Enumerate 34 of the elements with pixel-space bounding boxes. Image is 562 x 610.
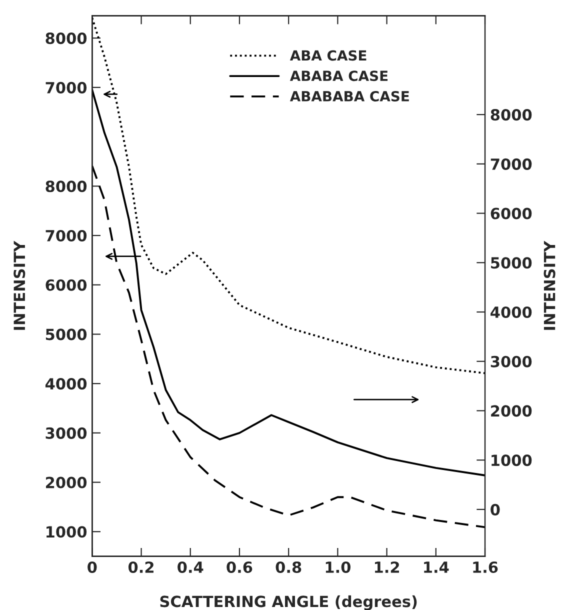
y-tick-label: 6000 <box>46 279 87 291</box>
x-tick-label: 1.6 <box>473 561 498 574</box>
y2-tick-label: 5000 <box>491 257 532 269</box>
y2-tick-label: 7000 <box>490 158 532 170</box>
y2-tick-label: 4000 <box>490 306 532 318</box>
y2-tick-label: 3000 <box>490 356 532 368</box>
y-tick-label: 7000 <box>46 230 87 242</box>
x-tick-label: 1.0 <box>326 561 350 574</box>
y2-axis-title: INTENSITY <box>544 240 556 330</box>
x-tick-label: 1.2 <box>374 561 399 573</box>
legend-label: ABABABA CASE <box>290 90 409 102</box>
x-tick-label: 0.6 <box>226 561 252 574</box>
y-tick-label: 5000 <box>46 328 87 340</box>
legend-label: ABABA CASE <box>290 70 388 82</box>
y-tick-label: 8000 <box>46 180 87 192</box>
y2-tick-label: 6000 <box>490 208 532 220</box>
legend-label: ABA CASE <box>290 50 366 61</box>
y-tick-label: 1000 <box>46 526 87 538</box>
x-tick-label: 0.4 <box>178 561 204 574</box>
x-axis-title: SCATTERING ANGLE (degrees) <box>160 595 417 610</box>
x-tick-label: 1.4 <box>424 562 449 573</box>
y-tick-label: 2000 <box>46 476 87 488</box>
x-tick-label: 0 <box>88 561 97 574</box>
x-tick-label: 0.8 <box>276 561 302 574</box>
y2-tick-label: 0 <box>490 504 500 516</box>
y2-tick-label: 8000 <box>490 109 532 121</box>
x-tick-label: 0.2 <box>128 561 154 574</box>
y-axis-title: INTENSITY <box>14 240 26 330</box>
y2-tick-label: 2000 <box>491 405 532 417</box>
line-series <box>92 164 486 528</box>
y-tick-label: 4000 <box>45 378 87 390</box>
y-tick-label: 3000 <box>46 427 87 439</box>
y2-tick-label: 1000 <box>492 454 532 466</box>
line-series <box>92 88 486 476</box>
